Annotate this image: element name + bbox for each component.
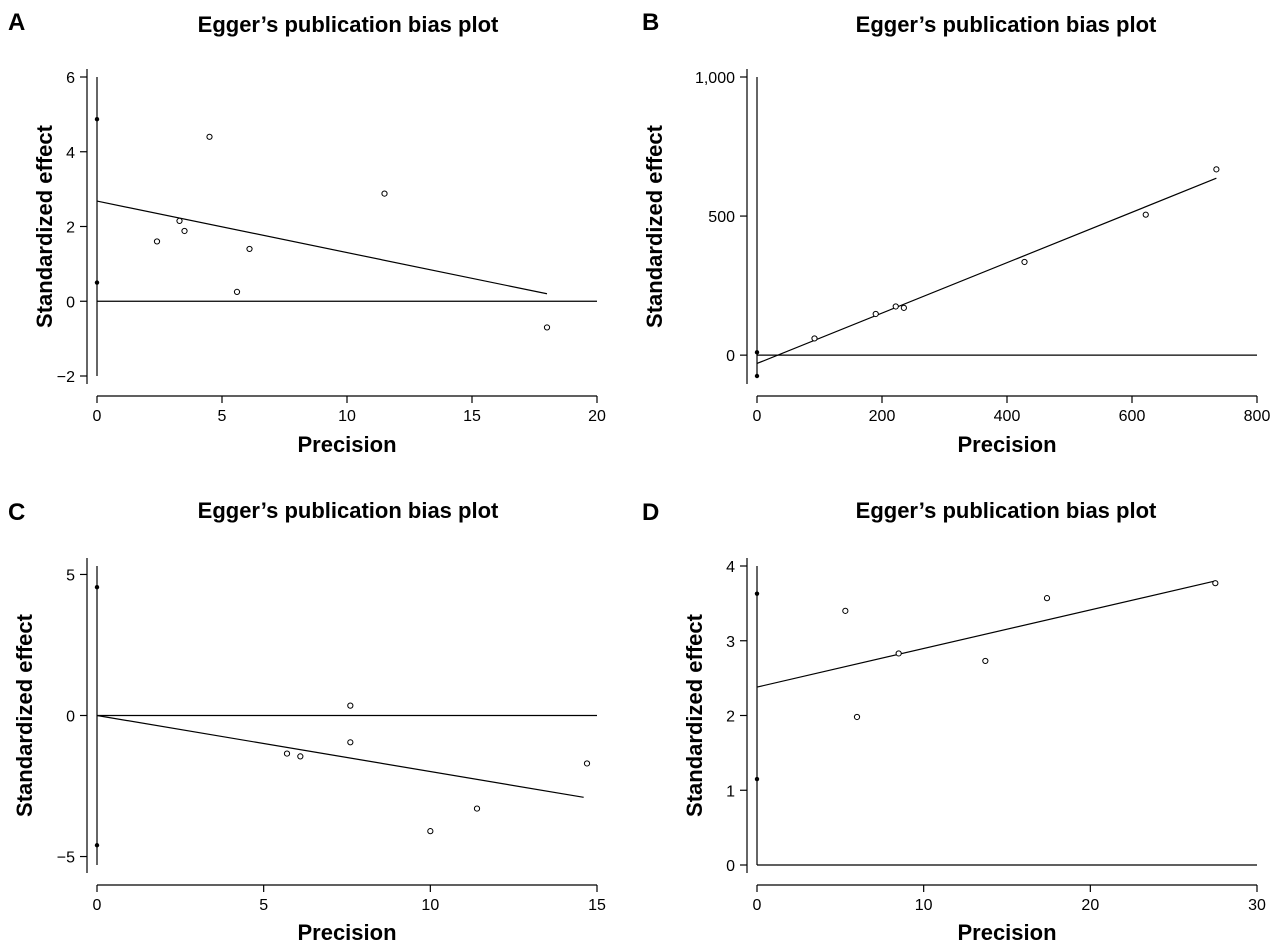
x-tick-label: 5 xyxy=(218,408,227,425)
data-point xyxy=(427,828,434,835)
x-tick-label: 800 xyxy=(1244,408,1271,425)
y-axis-label: Standardized effect xyxy=(642,124,667,328)
y-tick-label: 4 xyxy=(66,145,75,162)
panel-d: D Egger’s publication bias plot 0 10 20 30 0 1 2… xyxy=(642,498,1266,945)
x-tick-label: 15 xyxy=(463,408,481,425)
y-tick-label: −2 xyxy=(57,369,75,386)
x-axis-label: Precision xyxy=(297,432,396,457)
data-point xyxy=(895,650,902,657)
ci-upper-marker xyxy=(94,584,100,590)
y-tick-label: 500 xyxy=(708,209,735,226)
data-point xyxy=(283,750,291,757)
data-point xyxy=(853,713,861,721)
data-point xyxy=(543,324,551,331)
y-tick-label: −5 xyxy=(57,850,75,867)
y-tick-label: 5 xyxy=(66,567,75,584)
y-tick-label: 4 xyxy=(726,559,735,576)
regression-line xyxy=(96,200,548,295)
x-axis-label: Precision xyxy=(297,920,396,945)
ci-lower-marker xyxy=(754,373,760,379)
x-tick-label: 0 xyxy=(753,897,762,914)
chart-title: Egger’s publication bias plot xyxy=(198,12,499,37)
data-point xyxy=(1021,258,1028,266)
data-point xyxy=(246,245,253,253)
x-tick-label: 200 xyxy=(869,408,896,425)
data-point xyxy=(1213,166,1220,173)
x-tick-label: 600 xyxy=(1119,408,1146,425)
x-axis-label: Precision xyxy=(957,432,1056,457)
chart-title: Egger’s publication bias plot xyxy=(856,498,1157,523)
y-tick-label: 0 xyxy=(66,709,75,726)
ci-upper-marker xyxy=(94,117,100,122)
y-tick-label: 6 xyxy=(66,70,75,87)
x-tick-label: 0 xyxy=(93,897,102,914)
panel-letter: D xyxy=(642,499,659,526)
data-point xyxy=(176,217,183,224)
data-point xyxy=(872,310,879,318)
data-point xyxy=(811,335,818,342)
y-tick-label: 2 xyxy=(726,709,735,726)
data-point xyxy=(206,133,213,140)
data-point xyxy=(583,760,591,767)
data-point xyxy=(233,288,241,296)
data-point xyxy=(381,190,388,197)
panel-letter: A xyxy=(8,9,25,36)
y-axis-label: Standardized effect xyxy=(32,124,57,328)
x-axis-label: Precision xyxy=(957,920,1056,945)
ci-upper-marker xyxy=(754,350,760,355)
x-tick-label: 10 xyxy=(421,897,439,914)
ci-upper-marker xyxy=(754,591,760,596)
x-tick-label: 15 xyxy=(588,897,606,914)
panel-b: B Egger’s publication bias plot 0 200 400 600… xyxy=(642,9,1270,457)
y-tick-label: 1 xyxy=(726,783,735,800)
y-axis-label: Standardized effect xyxy=(682,613,707,817)
y-tick-label: 1,000 xyxy=(695,70,735,87)
x-tick-label: 20 xyxy=(588,408,606,425)
data-point xyxy=(297,753,304,760)
ci-lower-marker xyxy=(94,280,100,285)
data-point xyxy=(473,805,481,812)
y-tick-label: 3 xyxy=(726,634,735,651)
chart-title: Egger’s publication bias plot xyxy=(856,12,1157,37)
x-tick-label: 0 xyxy=(93,408,102,425)
x-tick-label: 20 xyxy=(1081,897,1099,914)
y-tick-label: 0 xyxy=(726,348,735,365)
y-axis-label: Standardized effect xyxy=(12,613,37,817)
data-point xyxy=(181,227,188,235)
panel-letter: C xyxy=(8,499,25,526)
x-tick-label: 30 xyxy=(1248,897,1266,914)
ci-lower-marker xyxy=(754,776,760,782)
regression-line xyxy=(96,714,584,798)
data-point xyxy=(1212,580,1219,587)
y-tick-label: 0 xyxy=(66,294,75,311)
data-point xyxy=(842,607,849,614)
panel-c: C Egger’s publication bias plot 0 5 10 15 −5 0 5… xyxy=(8,498,606,945)
x-tick-label: 400 xyxy=(994,408,1021,425)
data-point xyxy=(900,304,907,311)
panel-letter: B xyxy=(642,9,659,36)
data-point xyxy=(1043,595,1051,602)
data-point xyxy=(1142,211,1149,218)
regression-line xyxy=(756,177,1217,365)
data-point xyxy=(892,303,899,310)
data-point xyxy=(982,657,989,665)
y-tick-label: 2 xyxy=(66,220,75,237)
x-tick-label: 0 xyxy=(753,408,762,425)
y-tick-label: 0 xyxy=(726,858,735,875)
x-tick-label: 10 xyxy=(338,408,356,425)
x-tick-label: 10 xyxy=(915,897,933,914)
chart-title: Egger’s publication bias plot xyxy=(198,498,499,523)
x-tick-label: 5 xyxy=(259,897,268,914)
data-point xyxy=(347,739,354,746)
data-point xyxy=(347,702,354,709)
regression-line xyxy=(756,580,1216,688)
ci-lower-marker xyxy=(94,843,100,848)
data-point xyxy=(153,238,161,245)
